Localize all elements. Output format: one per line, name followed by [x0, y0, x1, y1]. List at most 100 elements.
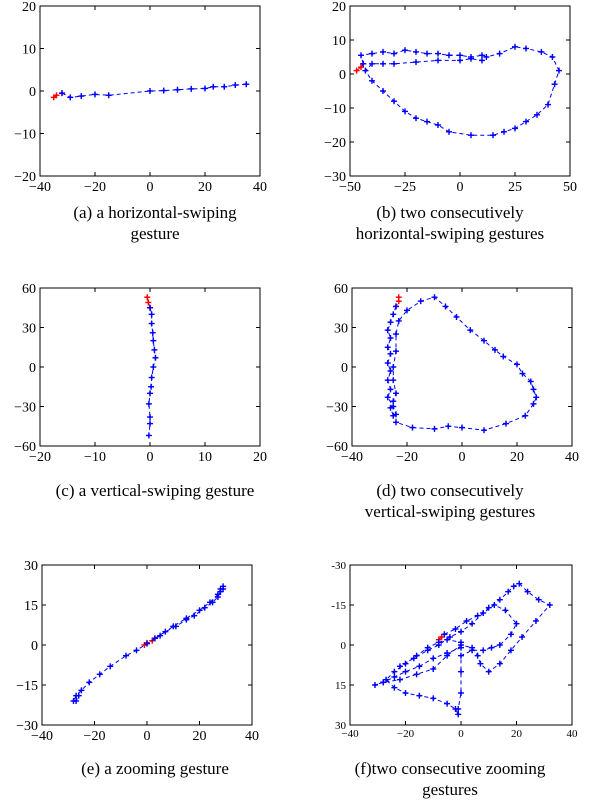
gesture-point — [435, 57, 441, 64]
y-tick-label: −30 — [16, 719, 38, 734]
gesture-point — [485, 604, 492, 611]
gesture-point — [387, 367, 394, 374]
x-tick-label: 0 — [147, 450, 154, 465]
gesture-point — [393, 390, 399, 397]
x-tick-label: 40 — [567, 728, 579, 740]
gesture-point — [523, 45, 529, 52]
gesture-point — [360, 60, 367, 67]
y-tick-label: 30 — [24, 559, 38, 574]
gesture-point — [496, 660, 503, 667]
gesture-point — [147, 390, 153, 397]
gesture-point — [424, 118, 430, 125]
gesture-point — [435, 642, 442, 648]
x-tick-label: −20 — [84, 180, 106, 195]
gesture-point — [147, 414, 153, 421]
gesture-point — [148, 383, 155, 390]
gesture-point — [390, 311, 397, 318]
chart-d: −40 −20 0 20 40 −60 −30 0 30 60 — [326, 282, 579, 465]
gesture-point — [442, 303, 449, 310]
x-tick-label: 20 — [510, 450, 524, 465]
gesture-point — [123, 652, 129, 659]
gesture-point — [371, 682, 378, 688]
y-tick-label: −60 — [14, 440, 36, 455]
gesture-point — [387, 404, 394, 411]
gesture-point — [496, 50, 503, 57]
gesture-point — [150, 364, 157, 370]
gesture-point — [144, 640, 150, 647]
y-tick-label: 20 — [22, 0, 36, 15]
gesture-point — [86, 679, 93, 686]
y-tick-label: 20 — [332, 0, 346, 15]
gesture-point — [455, 711, 462, 718]
gesture-point — [150, 337, 157, 344]
y-tick-label: 30 — [335, 720, 347, 732]
x-tick-label: 40 — [253, 180, 267, 195]
gesture-point — [174, 86, 181, 93]
gesture-point — [391, 98, 397, 105]
gesture-point — [535, 596, 542, 603]
gesture-point — [188, 85, 195, 92]
chart-c: −20 −10 0 10 20 −60 −30 0 30 60 — [14, 282, 267, 465]
gesture-point — [431, 294, 438, 301]
gesture-point — [474, 652, 481, 659]
gesture-point — [458, 639, 464, 646]
gesture-point — [503, 420, 509, 427]
x-tick-label: −40 — [341, 450, 363, 465]
gesture-point — [532, 618, 539, 624]
gesture-point — [380, 48, 386, 55]
gesture-point — [510, 583, 517, 590]
gesture-point — [556, 67, 562, 74]
y-tick-label: −20 — [324, 136, 346, 151]
gesture-point — [513, 620, 520, 627]
x-tick-label: 40 — [245, 729, 259, 744]
gesture-point — [183, 615, 190, 622]
gesture-point — [402, 108, 408, 115]
gesture-point — [384, 327, 391, 334]
gesture-path-line — [360, 46, 560, 136]
gesture-point — [148, 320, 155, 327]
gesture-point — [147, 420, 153, 427]
gesture-point — [551, 81, 558, 88]
caption-a-line1: (a) a horizontal-swiping — [73, 203, 237, 222]
gesture-point — [424, 647, 431, 654]
gesture-point — [481, 337, 487, 344]
gesture-point — [390, 377, 397, 384]
caption-a-line2: gesture — [130, 224, 180, 243]
gesture-point — [435, 50, 441, 57]
gesture-point — [383, 676, 390, 683]
x-tick-label: 20 — [193, 729, 207, 744]
y-tick-label: −30 — [326, 401, 348, 416]
gesture-point — [452, 626, 459, 632]
gesture-point — [387, 386, 394, 393]
chart-f: −40 −20 0 20 40 -30 -15 0 15 30 — [331, 560, 578, 740]
y-tick-label: 0 — [29, 361, 36, 376]
gesture-point — [431, 425, 438, 432]
gesture-point — [391, 668, 398, 675]
gesture-point — [170, 623, 177, 630]
y-tick-label: 0 — [29, 85, 36, 100]
gesture-point — [491, 602, 498, 608]
gesture-point — [402, 47, 408, 54]
gesture-point — [413, 59, 419, 66]
chart-e: −40 −20 0 20 40 −30 −15 0 15 30 — [16, 559, 259, 744]
gesture-point — [496, 596, 503, 603]
gesture-point — [417, 298, 424, 305]
x-tick-label: 20 — [253, 450, 267, 465]
y-tick-label: 0 — [341, 361, 348, 376]
gesture-point — [232, 82, 239, 89]
chart-panel-f: −40 −20 0 20 40 -30 -15 0 15 30 — [331, 560, 578, 740]
gesture-point — [147, 304, 153, 311]
gesture-point — [507, 631, 514, 638]
gesture-point — [402, 668, 409, 675]
x-tick-label: 0 — [147, 180, 154, 195]
gesture-point — [505, 588, 512, 595]
y-tick-label: −10 — [14, 128, 36, 143]
gesture-point — [393, 331, 399, 338]
gesture-point — [409, 424, 416, 431]
x-tick-label: −20 — [397, 728, 415, 740]
x-tick-label: −40 — [341, 728, 359, 740]
caption-e-line1: (e) a zooming gesture — [81, 759, 229, 778]
caption-d-line1: (d) two consecutively — [376, 481, 524, 500]
gesture-point — [191, 612, 198, 619]
gesture-point — [391, 674, 398, 680]
